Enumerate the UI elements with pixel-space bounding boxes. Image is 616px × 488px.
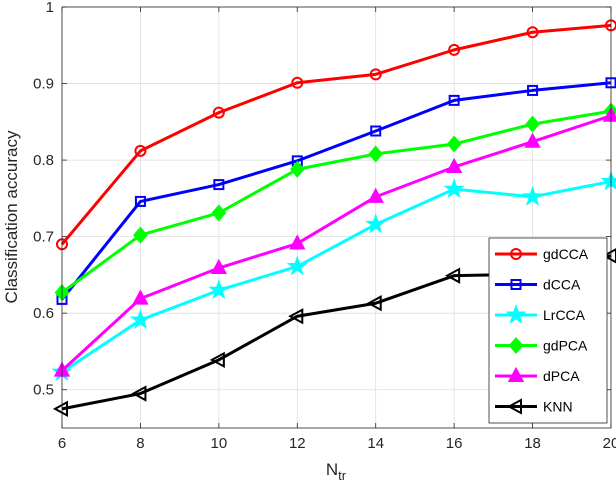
data-point-gdPCA xyxy=(133,226,148,244)
legend-label: gdPCA xyxy=(543,338,588,354)
y-tick-label: 0.9 xyxy=(33,76,54,93)
legend-box xyxy=(488,237,608,424)
data-point-gdPCA xyxy=(289,160,305,178)
data-point-gdPCA xyxy=(446,135,462,153)
data-point-gdPCA xyxy=(525,115,540,133)
data-point-gdCCA xyxy=(212,106,225,119)
legend-marker xyxy=(507,366,525,382)
x-tick-label: 20 xyxy=(603,435,616,452)
data-point-KNN xyxy=(366,295,382,312)
legend-item-dPCA: dPCA xyxy=(495,366,580,384)
data-point-LrCCA xyxy=(522,185,544,206)
series-line-dPCA xyxy=(60,114,612,372)
y-tick-label: 0.5 xyxy=(33,382,54,399)
series-line-LrCCA xyxy=(61,180,612,374)
x-tick-label: 18 xyxy=(524,435,541,452)
y-tick-label: 1 xyxy=(46,0,54,16)
data-point-gdCCA xyxy=(526,26,539,39)
data-point-dCCA xyxy=(527,84,539,96)
data-point-dCCA xyxy=(134,195,146,207)
data-point-dPCA xyxy=(445,157,463,173)
series-line-gdPCA xyxy=(61,109,612,294)
data-point-dCCA xyxy=(448,94,460,106)
axis-ticks: 6 8 10 12 14 16 18 20 0.5 0.6 0.7 0.8 0.9 1 xyxy=(33,0,616,452)
data-point-KNN xyxy=(52,400,68,418)
x-axis-title-subscript: tr xyxy=(338,468,347,483)
legend-item-dCCA: dCCA xyxy=(495,277,581,293)
legend-label: dPCA xyxy=(543,368,580,384)
y-tick-label: 0.8 xyxy=(33,152,54,169)
y-axis-title: Classification accuracy xyxy=(2,130,21,303)
series-line-dCCA xyxy=(60,81,612,301)
data-point-dPCA xyxy=(524,132,541,148)
x-tick-label: 14 xyxy=(367,435,384,452)
legend-marker xyxy=(508,336,524,355)
legend-item-LrCCA: LrCCA xyxy=(495,303,586,324)
data-point-dPCA xyxy=(210,258,228,275)
data-point-LrCCA xyxy=(443,178,465,199)
series-gdCCA xyxy=(56,19,616,251)
legend-label: gdCCA xyxy=(543,246,589,262)
data-point-LrCCA xyxy=(129,309,151,330)
data-point-gdPCA xyxy=(368,145,384,163)
legend-marker xyxy=(506,398,522,415)
data-point-KNN xyxy=(601,248,616,264)
legend-label: LrCCA xyxy=(543,307,586,323)
data-point-KNN xyxy=(445,267,461,284)
data-point-gdCCA xyxy=(134,144,147,157)
data-point-LrCCA xyxy=(365,213,387,234)
x-tick-label: 6 xyxy=(58,435,66,452)
data-point-dPCA xyxy=(289,234,306,250)
data-point-dCCA xyxy=(370,125,382,137)
data-point-gdCCA xyxy=(369,68,382,81)
x-tick-label: 16 xyxy=(446,435,463,452)
legend-item-gdCCA: gdCCA xyxy=(495,246,589,262)
legend-marker xyxy=(505,303,527,324)
legend-label: dCCA xyxy=(543,277,581,293)
data-point-dPCA xyxy=(367,187,384,203)
data-point-gdPCA xyxy=(211,204,227,222)
data-point-dPCA xyxy=(132,289,149,305)
x-tick-label: 10 xyxy=(211,435,228,452)
data-point-LrCCA xyxy=(208,279,230,300)
data-point-LrCCA xyxy=(286,255,308,276)
legend: gdCCA dCCA LrCCA gdPCA dPCA KNN xyxy=(488,237,608,424)
data-point-KNN xyxy=(288,308,304,325)
data-point-gdCCA xyxy=(291,76,304,89)
legend-item-KNN: KNN xyxy=(495,398,573,415)
series-gdPCA xyxy=(54,102,616,302)
data-point-KNN xyxy=(131,385,147,402)
legend-label: KNN xyxy=(543,399,573,415)
data-point-KNN xyxy=(209,351,225,369)
y-tick-label: 0.6 xyxy=(33,305,54,322)
legend-item-gdPCA: gdPCA xyxy=(495,336,588,355)
data-point-gdCCA xyxy=(448,43,461,56)
legend-marker xyxy=(510,279,522,290)
x-tick-label: 12 xyxy=(289,435,306,452)
plot-frame xyxy=(61,6,612,429)
x-tick-label: 8 xyxy=(136,435,144,452)
legend-marker xyxy=(510,248,522,260)
x-axis-title: Ntr xyxy=(326,460,347,483)
x-axis-title-main: N xyxy=(326,460,338,479)
data-point-dCCA xyxy=(213,179,225,191)
series-line-gdCCA xyxy=(60,23,612,246)
y-tick-label: 0.7 xyxy=(33,229,54,246)
